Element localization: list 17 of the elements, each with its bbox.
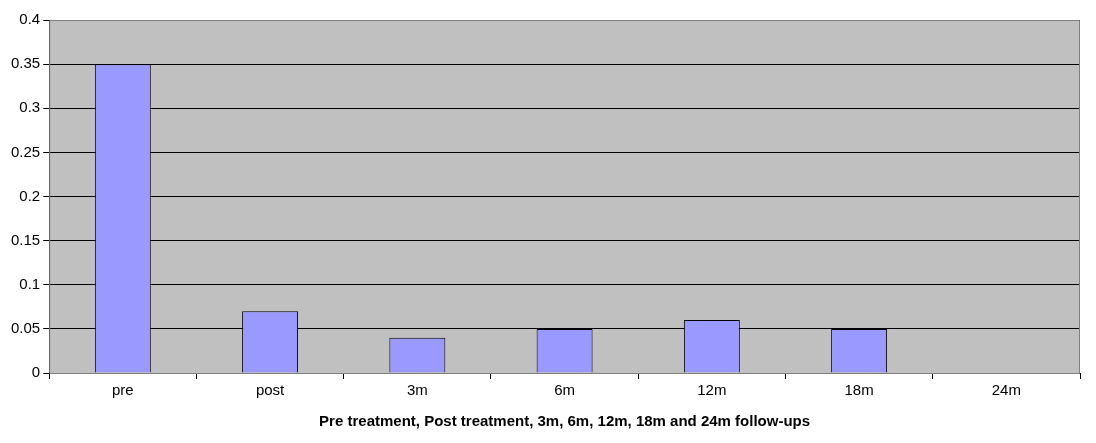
y-tick-label: 0.4 — [19, 10, 41, 28]
y-tick-label: 0.1 — [19, 274, 41, 292]
y-tick-label: 0 — [31, 363, 41, 381]
x-tick-label: 3m — [406, 381, 428, 399]
x-tick-label: 12m — [697, 381, 727, 399]
y-tick-label: 0.05 — [10, 319, 41, 337]
x-tick-label: pre — [111, 381, 134, 399]
y-tick-label: 0.35 — [10, 54, 41, 72]
y-tick-label: 0.15 — [10, 230, 41, 248]
x-tick-label: 18m — [844, 381, 874, 399]
y-tick-label: 0.2 — [19, 186, 41, 204]
y-tick-label: 0.3 — [19, 98, 41, 116]
x-tick-label: post — [255, 381, 286, 399]
y-tick-label: 0.25 — [10, 142, 41, 160]
x-tick-label: 24m — [991, 381, 1021, 399]
x-tick-label: 6m — [554, 381, 576, 399]
x-axis-title: Pre treatment, Post treatment, 3m, 6m, 12m, 18m and 24m follow-ups — [319, 412, 811, 430]
